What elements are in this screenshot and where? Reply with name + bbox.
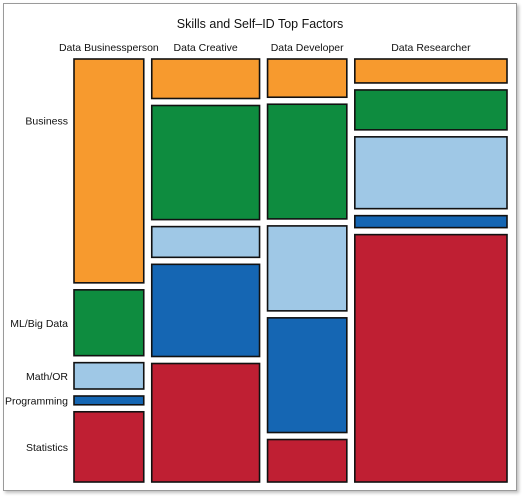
mosaic-cell	[150, 263, 261, 358]
mosaic-cell	[73, 361, 145, 390]
row-label: Programming	[5, 395, 68, 407]
column-headers: Data Businessperson Data Creative Data Dev…	[59, 42, 471, 54]
mosaic-cell	[354, 233, 508, 483]
row-labels: Business ML/Big Data Math/OR Programming Sta…	[5, 116, 68, 454]
mosaic-cell	[266, 438, 348, 483]
mosaic-cell	[266, 317, 348, 434]
mosaic-cell	[266, 103, 348, 220]
chart-title: Skills and Self–ID Top Factors	[177, 17, 344, 31]
mosaic-cell	[73, 395, 145, 406]
mosaic-cell	[354, 136, 508, 210]
mosaic-cell	[266, 225, 348, 312]
chart-frame: Skills and Self–ID Top Factors Data Busi…	[3, 3, 517, 491]
mosaic-cell	[73, 289, 145, 357]
column-header: Data Researcher	[391, 42, 471, 54]
row-label: Statistics	[26, 442, 68, 454]
mosaic-cell	[73, 410, 145, 483]
column-header: Data Creative	[174, 42, 238, 54]
column-header: Data Businessperson	[59, 42, 159, 54]
mosaic-cell	[150, 104, 261, 221]
mosaic-chart: Skills and Self–ID Top Factors Data Busi…	[5, 17, 508, 483]
mosaic-cell	[354, 214, 508, 229]
column-header: Data Developer	[271, 42, 344, 54]
row-label: Business	[25, 116, 68, 128]
mosaic-cell	[266, 58, 348, 99]
mosaic-cell	[354, 89, 508, 131]
row-label: ML/Big Data	[10, 318, 68, 330]
mosaic-cell	[150, 58, 261, 100]
mosaic-cells	[73, 58, 508, 483]
mosaic-cell	[150, 362, 261, 483]
mosaic-cell	[73, 58, 145, 284]
row-label: Math/OR	[26, 371, 68, 383]
mosaic-cell	[150, 225, 261, 259]
mosaic-cell	[354, 58, 508, 84]
